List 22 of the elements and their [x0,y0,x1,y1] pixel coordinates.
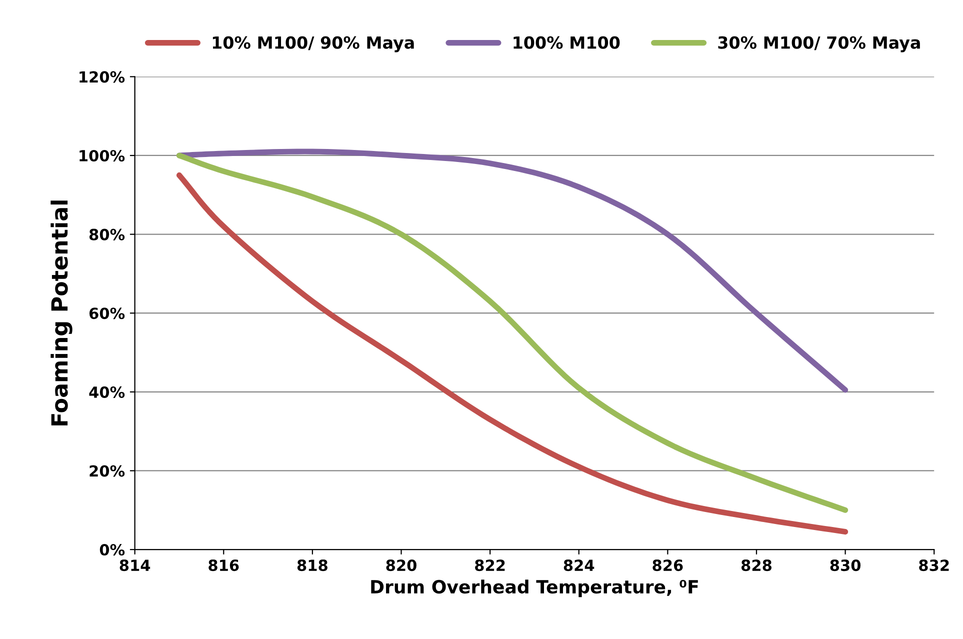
y-axis-title: Foaming Potential [50,200,72,426]
x-tick-label: 828 [741,560,772,572]
y-tick-label: 20% [90,465,125,477]
x-tick-label: 816 [208,560,239,572]
x-tick-label: 820 [386,560,416,572]
y-tick-label: 60% [89,308,125,320]
legend-label: 100% M100 [514,36,620,49]
legend-label: 30% M100/ 70% Maya [718,36,920,52]
y-tick-label: 40% [89,386,125,398]
x-tick-label: 818 [297,560,328,572]
x-tick-label: 822 [475,560,505,572]
x-tick-label: 824 [564,560,594,572]
y-tick-label: 100% [80,150,125,162]
x-tick-label: 830 [830,560,861,572]
x-tick-label: 826 [652,560,683,572]
y-tick-label: 0% [100,544,125,556]
x-axis-title: Drum Overhead Temperature, ⁰F [371,580,698,598]
x-tick-label: 814 [120,560,150,572]
legend-label: 10% M100/ 90% Maya [212,36,414,52]
y-tick-label: 80% [89,228,125,240]
y-tick-label: 120% [80,71,125,83]
x-tick-label: 832 [919,560,949,572]
